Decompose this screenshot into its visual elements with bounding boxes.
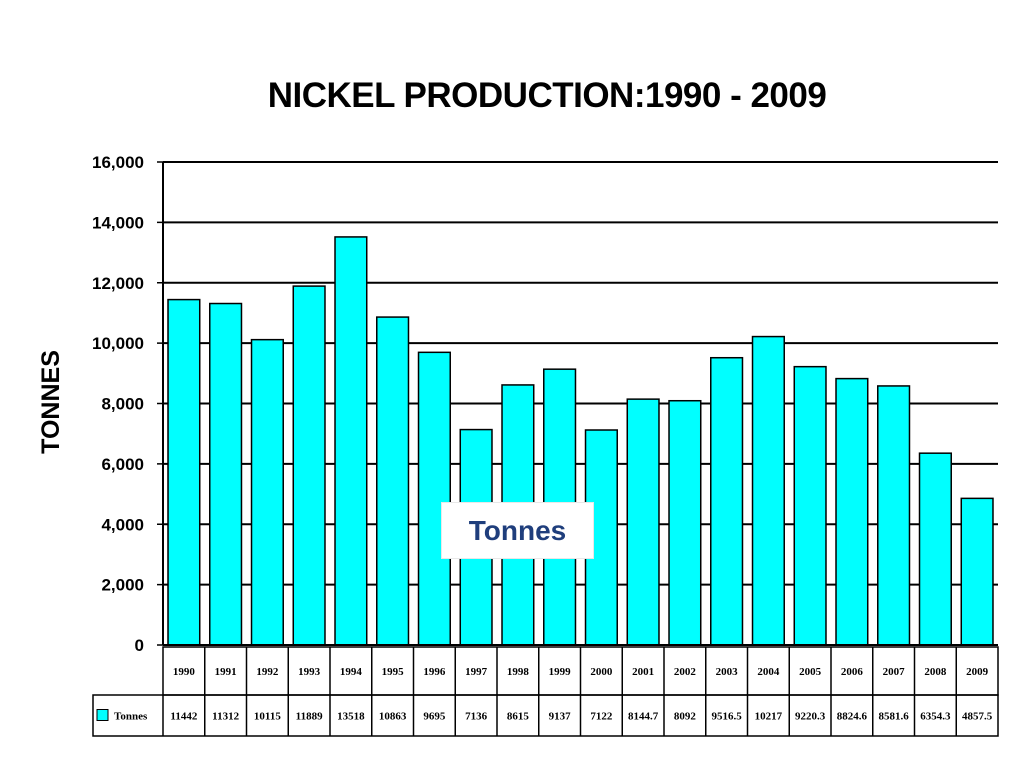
bar xyxy=(877,385,911,646)
data-value-label: 8824.6 xyxy=(837,711,868,723)
data-value-label: 8144.7 xyxy=(628,711,659,723)
bar xyxy=(292,285,326,646)
x-category-label: 2000 xyxy=(590,666,613,678)
x-category-label: 1999 xyxy=(549,666,572,678)
x-category-label: 1993 xyxy=(298,666,321,678)
x-category-label: 2005 xyxy=(799,666,822,678)
y-tick-label: 12,000 xyxy=(92,274,144,293)
y-tick-label: 8,000 xyxy=(101,395,144,414)
x-category-label: 1997 xyxy=(465,666,488,678)
x-category-label: 1990 xyxy=(173,666,196,678)
y-tick-label: 6,000 xyxy=(101,455,144,474)
x-category-label: 1994 xyxy=(340,666,363,678)
x-category-label: 2002 xyxy=(674,666,697,678)
bar xyxy=(793,365,827,646)
data-value-label: 10217 xyxy=(755,711,783,723)
y-tick-labels: 0 2,000 4,000 6,000 8,000 10,000 12,000 14,000 1… xyxy=(92,153,144,655)
x-category-label: 2001 xyxy=(632,666,654,678)
x-category-label: 2008 xyxy=(924,666,947,678)
data-value-label: 9695 xyxy=(423,711,446,723)
x-category-label: 2003 xyxy=(716,666,739,678)
data-value-label: 7122 xyxy=(590,711,613,723)
data-value-label: 9516.5 xyxy=(712,711,743,723)
legend-swatch xyxy=(96,709,109,721)
data-value-label: 8615 xyxy=(507,711,530,723)
bar xyxy=(710,356,744,646)
bar xyxy=(668,399,702,646)
bar xyxy=(167,298,201,646)
data-value-label: 11442 xyxy=(170,711,197,723)
y-axis-label: TONNES xyxy=(37,350,65,454)
x-category-label: 2007 xyxy=(883,666,906,678)
x-category-label: 1998 xyxy=(507,666,530,678)
y-tick-label: 0 xyxy=(135,636,144,655)
y-tick-label: 4,000 xyxy=(101,515,144,534)
data-value-label: 6354.3 xyxy=(920,711,951,723)
bar xyxy=(209,302,243,646)
x-category-label: 1991 xyxy=(215,666,237,678)
bar xyxy=(417,351,451,646)
data-value-label: 8581.6 xyxy=(879,711,910,723)
data-value-label: 7136 xyxy=(465,711,488,723)
bar xyxy=(835,377,869,646)
x-category-label: 1996 xyxy=(423,666,446,678)
data-value-label: 9137 xyxy=(549,711,572,723)
bar xyxy=(751,335,785,646)
table-value-row xyxy=(92,694,999,737)
bar xyxy=(918,452,952,646)
y-tick-label: 14,000 xyxy=(92,213,144,232)
bars xyxy=(167,236,994,646)
y-tick-label: 16,000 xyxy=(92,153,144,172)
data-value-label: 8092 xyxy=(674,711,697,723)
x-category-label: 2009 xyxy=(966,666,989,678)
series-label-box: Tonnes xyxy=(442,503,593,558)
bar xyxy=(376,316,410,646)
x-category-label: 1995 xyxy=(382,666,405,678)
bar xyxy=(334,236,368,646)
data-value-label: 11889 xyxy=(296,711,323,723)
legend-label: Tonnes xyxy=(114,711,148,723)
bar xyxy=(960,497,994,646)
bar xyxy=(626,398,660,646)
data-table: 1990 11442 1991 11312 1992 10115 1993 11889 1994… xyxy=(92,646,999,737)
x-category-label: 2004 xyxy=(757,666,780,678)
data-value-label: 11312 xyxy=(212,711,239,723)
data-value-label: 10863 xyxy=(379,711,407,723)
x-category-label: 1992 xyxy=(256,666,279,678)
y-tick-label: 2,000 xyxy=(101,576,144,595)
axes xyxy=(162,162,998,646)
chart-title: NICKEL PRODUCTION:1990 - 2009 xyxy=(267,76,827,115)
data-value-label: 10115 xyxy=(254,711,281,723)
x-category-label: 2006 xyxy=(841,666,864,678)
y-tick-label: 10,000 xyxy=(92,334,144,353)
data-value-label: 9220.3 xyxy=(795,711,826,723)
data-value-label: 4857.5 xyxy=(962,711,993,723)
data-value-label: 13518 xyxy=(337,711,365,723)
bar xyxy=(250,338,284,646)
